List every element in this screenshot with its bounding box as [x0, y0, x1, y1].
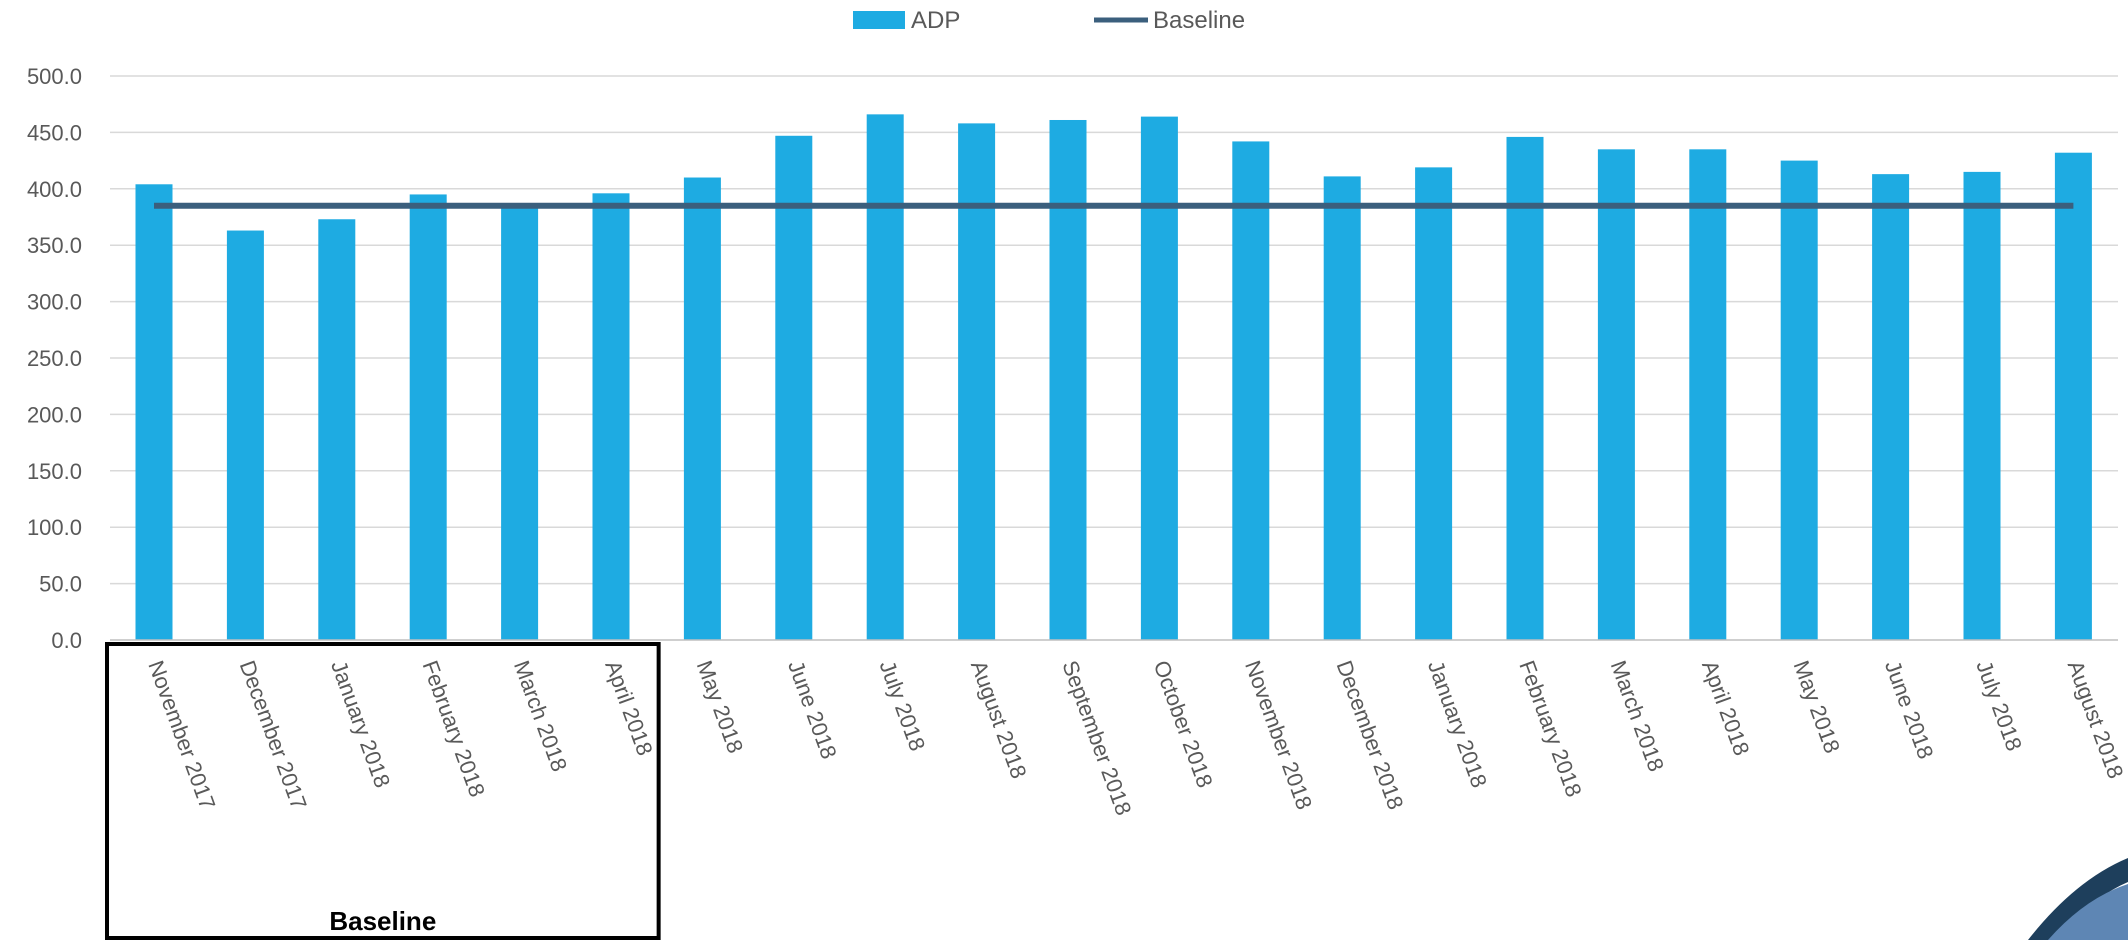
x-tick-label: January 2018	[326, 657, 395, 791]
y-tick-label: 50.0	[39, 572, 82, 597]
x-tick-label: December 2018	[1332, 657, 1409, 813]
logo-corner-decoration	[2028, 858, 2128, 940]
y-tick-label: 100.0	[27, 515, 82, 540]
y-tick-label: 500.0	[27, 64, 82, 89]
adp-bar	[866, 114, 904, 641]
adp-bar	[1780, 160, 1818, 640]
x-tick-label: October 2018	[1149, 657, 1218, 791]
adp-bar	[1415, 167, 1453, 641]
x-tick-label: February 2018	[418, 657, 490, 800]
legend: ADP Baseline	[853, 7, 1245, 34]
x-tick-label: June 2018	[783, 657, 842, 762]
adp-bar	[409, 194, 447, 640]
y-tick-label: 200.0	[27, 402, 82, 427]
adp-bar	[1506, 136, 1544, 641]
adp-bar	[592, 193, 630, 640]
x-axis-ticks: November 2017 December 2017 January 2018 Fe…	[143, 657, 2128, 818]
adp-bar	[318, 219, 356, 641]
y-tick-label: 300.0	[27, 290, 82, 315]
adp-bar	[1963, 171, 2001, 640]
y-tick-label: 400.0	[27, 177, 82, 202]
x-tick-label: March 2018	[509, 657, 572, 775]
y-tick-label: 150.0	[27, 459, 82, 484]
adp-bar	[775, 135, 813, 640]
adp-bar	[1597, 149, 1635, 640]
y-axis-ticks: 0.0 50.0 100.0 150.0 200.0 250.0 300.0 350.0 400…	[27, 64, 82, 653]
y-tick-label: 0.0	[51, 628, 82, 653]
x-tick-label: July 2018	[875, 657, 931, 754]
adp-bars	[135, 114, 2092, 641]
x-tick-label: April 2018	[600, 657, 657, 759]
x-tick-label: June 2018	[1880, 657, 1939, 762]
adp-bar	[135, 184, 173, 640]
legend-adp-label: ADP	[911, 7, 960, 34]
adp-bar	[501, 207, 539, 640]
x-tick-label: August 2018	[966, 657, 1032, 782]
x-tick-label: March 2018	[1606, 657, 1669, 775]
x-tick-label: February 2018	[1514, 657, 1586, 800]
adp-bar	[1689, 149, 1727, 640]
x-tick-label: May 2018	[1789, 657, 1846, 756]
adp-bar	[683, 177, 721, 640]
baseline-period-box	[105, 642, 661, 940]
y-tick-label: 250.0	[27, 346, 82, 371]
x-tick-label: November 2018	[1240, 657, 1317, 813]
adp-bar	[226, 230, 264, 640]
x-tick-label: November 2017	[143, 657, 220, 813]
x-tick-label: August 2018	[2063, 657, 2128, 782]
adp-bar	[1232, 141, 1270, 640]
x-tick-label: April 2018	[1697, 657, 1754, 759]
adp-bar	[2054, 152, 2092, 641]
x-tick-label: May 2018	[692, 657, 749, 756]
adp-bar	[958, 123, 996, 641]
y-tick-label: 350.0	[27, 233, 82, 258]
adp-bar	[1323, 176, 1361, 640]
adp-bar	[1872, 174, 1910, 641]
adp-bar	[1049, 119, 1087, 640]
x-tick-label: July 2018	[1971, 657, 2027, 754]
x-tick-label: December 2017	[235, 657, 312, 813]
adp-bar	[1140, 116, 1178, 640]
legend-baseline-label: Baseline	[1153, 7, 1245, 34]
x-tick-label: September 2018	[1057, 657, 1136, 818]
legend-adp-swatch	[853, 11, 905, 29]
x-tick-label: January 2018	[1423, 657, 1492, 791]
y-tick-label: 450.0	[27, 120, 82, 145]
baseline-period-label: Baseline	[329, 906, 436, 936]
